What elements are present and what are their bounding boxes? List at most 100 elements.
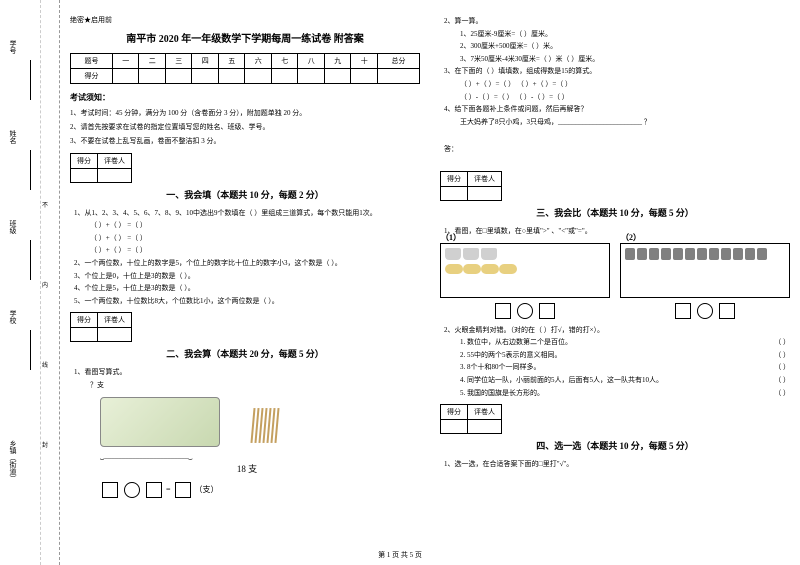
binding-margin: 学号 姓名 班级 学校 乡镇（街道） 不 内 线 封 xyxy=(0,0,60,565)
sb-empty xyxy=(98,328,132,342)
answer-box[interactable] xyxy=(495,303,511,319)
sb-c1: 得分 xyxy=(441,405,468,420)
q2-3: 3. 8个十和80个一同样多。 xyxy=(460,361,541,374)
td xyxy=(298,69,325,84)
td xyxy=(377,69,419,84)
paren: （ ） xyxy=(774,387,790,400)
margin-char: 内 xyxy=(42,280,48,289)
bananas-icon xyxy=(445,264,605,276)
sb-c1: 得分 xyxy=(71,153,98,168)
q2: 2、火眼金睛判对错。（对的在（ ）打√，错的打×）。 xyxy=(444,324,790,337)
compare-circle[interactable] xyxy=(697,303,713,319)
th: 二 xyxy=(139,54,166,69)
table-row: 题号 一 二 三 四 五 六 七 八 九 十 总分 xyxy=(71,54,420,69)
th: 总分 xyxy=(377,54,419,69)
notice-item: 3、不要在试卷上乱写乱画，卷面不整洁扣 3 分。 xyxy=(70,136,420,147)
equation-boxes: = （支） xyxy=(100,482,420,498)
section1-title: 一、我会填（本题共 10 分，每题 2 分） xyxy=(70,188,420,201)
locks-icon xyxy=(625,248,785,260)
sb-c2: 评卷人 xyxy=(468,171,502,186)
right-column: 2、算一算。 1、25厘米-9厘米=（ ）厘米。 2、300厘米+500厘米=（… xyxy=(440,15,790,550)
q4-1: 王大妈养了8只小鸡，3只母鸡，________________________ … xyxy=(460,116,790,129)
td xyxy=(112,69,139,84)
paren: （ ） xyxy=(774,336,790,349)
cars-icon xyxy=(445,248,605,260)
section4-title: 四、选一选（本题共 10 分，每题 5 分） xyxy=(440,439,790,452)
answer-box[interactable] xyxy=(719,303,735,319)
margin-line xyxy=(30,150,31,190)
sb-empty xyxy=(468,420,502,434)
answer-box[interactable] xyxy=(102,482,118,498)
answer-box[interactable] xyxy=(175,482,191,498)
q2: 2、算一算。 xyxy=(444,15,790,28)
score-box: 得分评卷人 xyxy=(440,171,502,201)
pencil-case-image xyxy=(100,397,220,447)
sb-empty xyxy=(468,186,502,200)
pic-label-1: （1） xyxy=(441,232,461,243)
q2-1: 1. 数位中，从右边数第二个是百位。 xyxy=(460,336,572,349)
th: 七 xyxy=(271,54,298,69)
notice-item: 1、考试时间：45 分钟，满分为 100 分（含卷面分 3 分），附加题单独 2… xyxy=(70,108,420,119)
page-footer: 第 1 页 共 5 页 xyxy=(0,550,800,560)
q3: 3、在下面的（ ）填填数，组成得数是15的算式。 xyxy=(444,65,790,78)
sb-c2: 评卷人 xyxy=(468,405,502,420)
unit: （支） xyxy=(195,485,219,494)
score-table: 题号 一 二 三 四 五 六 七 八 九 十 总分 得分 xyxy=(70,53,420,84)
answer-box[interactable] xyxy=(675,303,691,319)
td xyxy=(351,69,378,84)
q1: 1、选一选，在合适答案下面的□里打"√"。 xyxy=(444,458,790,471)
bottom-label: 18 支 xyxy=(74,461,420,477)
th: 八 xyxy=(298,54,325,69)
sb-c2: 评卷人 xyxy=(98,313,132,328)
answer-set xyxy=(620,303,790,319)
sb-empty xyxy=(71,328,98,342)
margin-label-class: 班级 xyxy=(8,220,18,234)
score-box: 得分评卷人 xyxy=(70,312,132,342)
sb-empty xyxy=(98,168,132,182)
answer-box[interactable] xyxy=(539,303,555,319)
margin-line xyxy=(30,240,31,280)
top-label: ？支 xyxy=(90,379,420,392)
q2-5: 5. 我国的国旗是长方形的。 xyxy=(460,387,544,400)
sb-c2: 评卷人 xyxy=(98,153,132,168)
q3: 3、个位上是0，十位上是3的数是（ ）。 xyxy=(74,270,420,283)
q2-2: 2、300厘米+500厘米=（ ）米。 xyxy=(460,40,790,53)
page-container: 学号 姓名 班级 学校 乡镇（街道） 不 内 线 封 绝密★启用前 南平市 20… xyxy=(0,0,800,565)
td xyxy=(324,69,351,84)
paren: （ ） xyxy=(774,374,790,387)
sb-empty xyxy=(441,420,468,434)
th: 六 xyxy=(245,54,272,69)
th: 一 xyxy=(112,54,139,69)
equals: = xyxy=(166,485,171,494)
th: 十 xyxy=(351,54,378,69)
q2-1: 1、25厘米-9厘米=（ ）厘米。 xyxy=(460,28,790,41)
compare-circle[interactable] xyxy=(517,303,533,319)
th: 四 xyxy=(192,54,219,69)
confidential-label: 绝密★启用前 xyxy=(70,15,420,25)
q4: 4、个位上是5，十位上是3的数是（ ）。 xyxy=(74,282,420,295)
bracket-label: ⏟________________________⏟ xyxy=(100,452,420,461)
pic-box-2: （2） xyxy=(620,243,790,298)
td xyxy=(271,69,298,84)
operator-circle[interactable] xyxy=(124,482,140,498)
td xyxy=(218,69,245,84)
eq: （ ）+（ ） =（ ） xyxy=(90,232,420,245)
td: 得分 xyxy=(71,69,113,84)
answer-box[interactable] xyxy=(146,482,162,498)
margin-char: 不 xyxy=(42,200,48,209)
paren: （ ） xyxy=(774,349,790,362)
sb-c1: 得分 xyxy=(71,313,98,328)
margin-label-id: 学号 xyxy=(8,40,18,54)
picture-row: （1） （2） xyxy=(440,243,790,298)
margin-label-school: 学校 xyxy=(8,310,18,324)
q2: 2、一个两位数，十位上的数字是5，个位上的数字比十位上的数字小3，这个数是（ ）… xyxy=(74,257,420,270)
td xyxy=(245,69,272,84)
q1: 1、看图写算式。 xyxy=(74,366,420,379)
pic-box-1: （1） xyxy=(440,243,610,298)
th: 五 xyxy=(218,54,245,69)
margin-char: 封 xyxy=(42,440,48,449)
content-area: 绝密★启用前 南平市 2020 年一年级数学下学期每周一练试卷 附答案 题号 一… xyxy=(60,0,800,565)
q2-4: 4. 同学位站一队，小丽前面的5人，后面有5人，这一队共有10人。 xyxy=(460,374,663,387)
notice-item: 2、请首先按要求在试卷的指定位置填写您的姓名、班级、学号。 xyxy=(70,122,420,133)
eq: （ ）+（ ） =（ ） xyxy=(90,244,420,257)
